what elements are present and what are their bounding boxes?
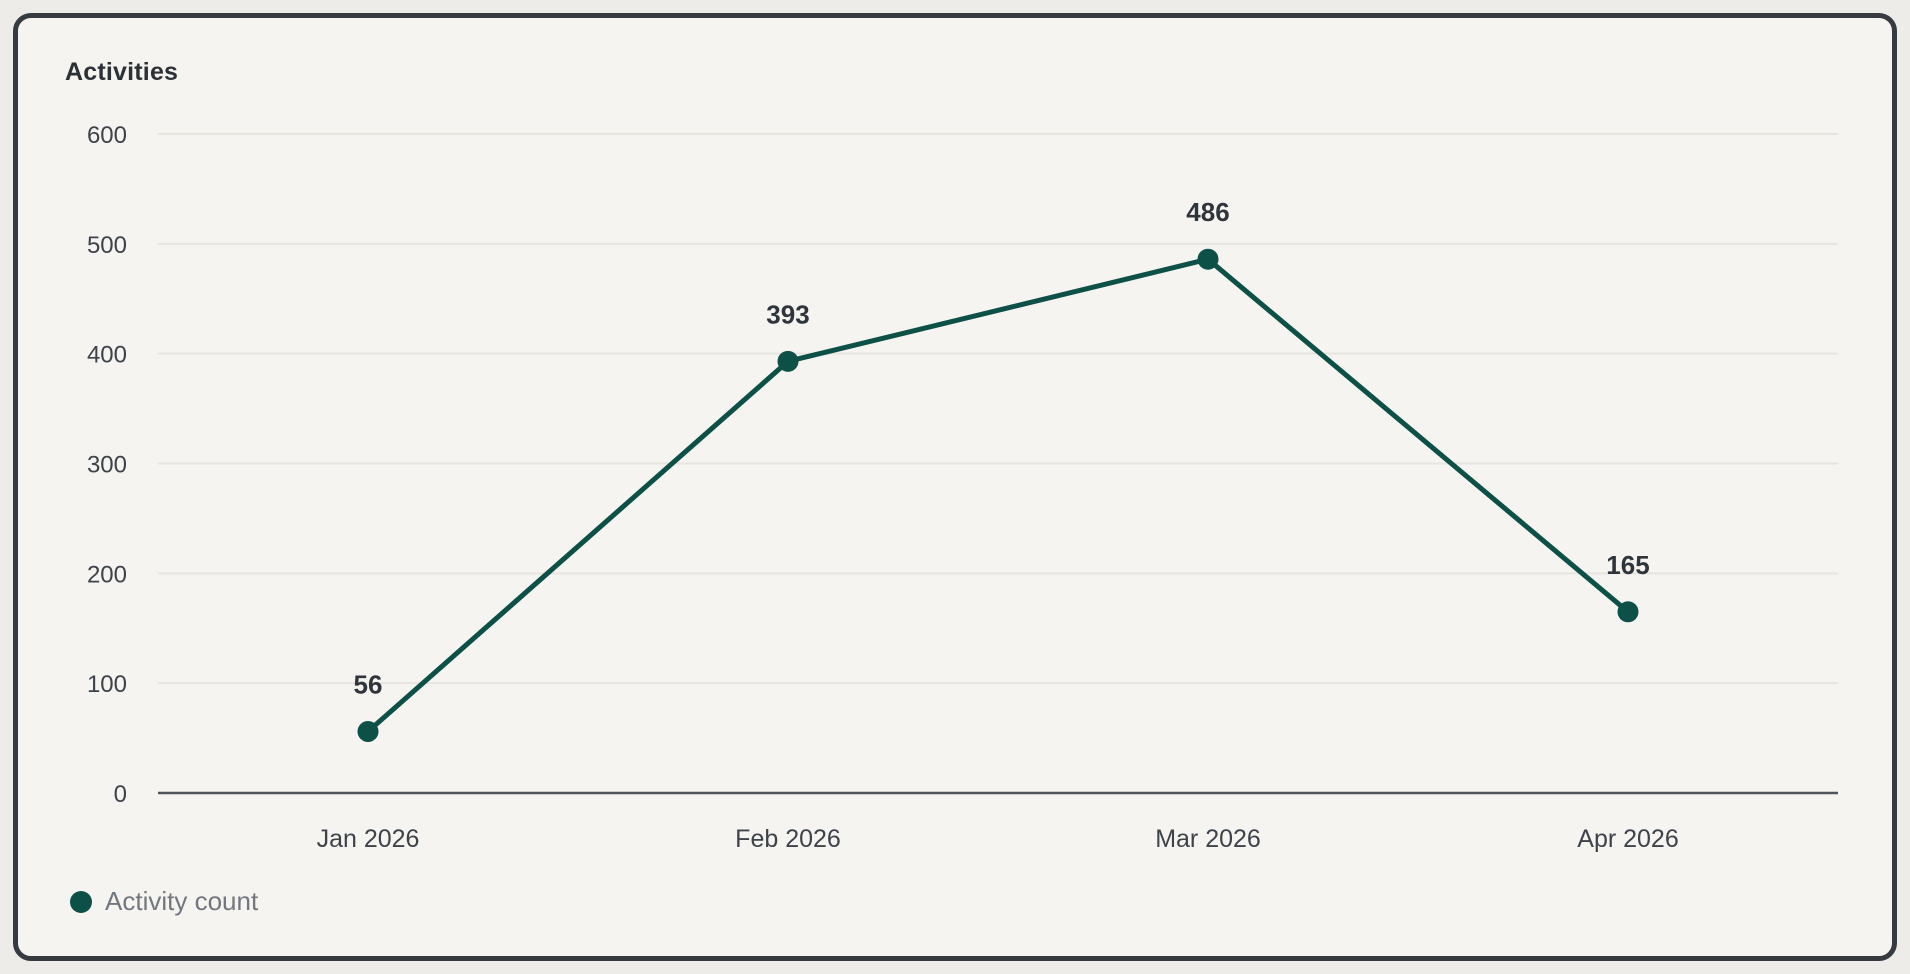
x-axis-label: Feb 2026 <box>735 825 841 853</box>
series-line <box>365 256 1631 734</box>
y-tick-label: 600 <box>87 122 127 149</box>
data-point-label: 165 <box>1606 550 1649 580</box>
y-tick-label: 0 <box>114 781 127 808</box>
y-tick-label: 200 <box>87 561 127 588</box>
x-axis-label: Mar 2026 <box>1155 825 1261 853</box>
data-point[interactable] <box>1617 601 1639 623</box>
data-point[interactable] <box>357 720 379 742</box>
data-point-label: 486 <box>1186 197 1229 227</box>
legend-label: Activity count <box>105 886 259 916</box>
data-point[interactable] <box>1197 248 1219 270</box>
x-axis-label: Apr 2026 <box>1577 825 1678 853</box>
y-tick-label: 100 <box>87 671 127 698</box>
line-chart-plot: 0 100 200 300 400 500 600 Jan 2026 Feb 2026 Mar 2… <box>87 122 1838 853</box>
data-point-label: 393 <box>766 299 809 329</box>
activities-chart-card: Activities 0 100 200 300 400 500 600 Jan 2026 Fe… <box>13 13 1897 961</box>
data-point[interactable] <box>777 350 799 372</box>
chart-title: Activities <box>65 58 179 86</box>
chart-area: Activities 0 100 200 300 400 500 600 Jan 2026 Fe… <box>18 18 1892 956</box>
y-tick-label: 500 <box>87 232 127 259</box>
y-tick-label: 400 <box>87 342 127 369</box>
x-axis-label: Jan 2026 <box>317 825 420 853</box>
chart-legend[interactable]: Activity count <box>70 886 258 917</box>
data-point-label: 56 <box>354 669 383 699</box>
y-tick-label: 300 <box>87 452 127 479</box>
legend-marker-icon <box>70 890 92 913</box>
